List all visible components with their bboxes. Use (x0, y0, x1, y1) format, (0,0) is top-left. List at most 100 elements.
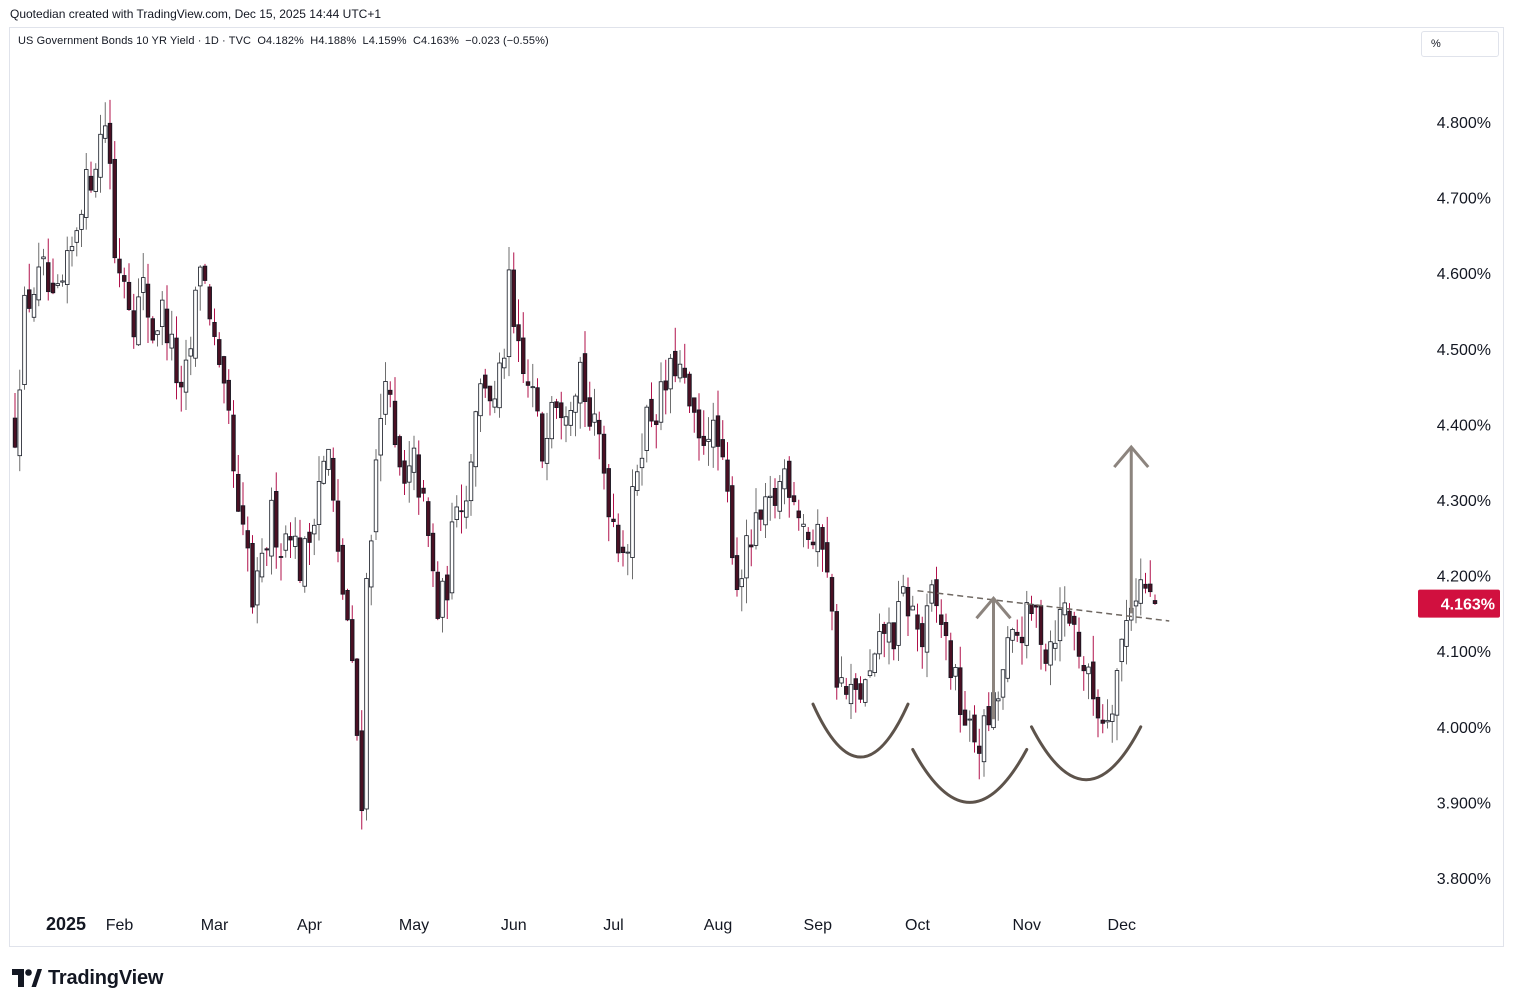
candle (625, 544, 630, 576)
candle-body (924, 605, 930, 653)
candle (473, 410, 478, 487)
candle-body (744, 535, 749, 579)
candle-body (1086, 666, 1091, 675)
candle (1024, 590, 1029, 659)
candle-body (12, 417, 18, 448)
candle (1043, 643, 1048, 672)
candle-body (630, 486, 635, 558)
scale-unit-selector[interactable]: % (1421, 31, 1499, 57)
candle (402, 449, 407, 496)
candle-body (340, 544, 345, 595)
candle (202, 263, 208, 284)
candle (1057, 587, 1063, 662)
candle-body (853, 678, 858, 690)
candle-body (720, 439, 725, 458)
candle (706, 417, 711, 466)
candle-body (730, 485, 735, 559)
candle (483, 368, 488, 398)
candle-body (544, 437, 550, 464)
candle-body (559, 402, 564, 419)
candle (905, 577, 911, 637)
candle-body (459, 510, 464, 513)
candle-body (801, 523, 806, 527)
candle (164, 285, 170, 361)
y-tick-label: 4.500% (1437, 342, 1491, 359)
chart-frame (9, 27, 1504, 947)
candle (601, 425, 607, 490)
candle-body (1000, 669, 1006, 698)
candle (962, 690, 968, 726)
x-tick-label: Mar (201, 917, 229, 934)
candle-body (673, 350, 678, 377)
candle (302, 536, 307, 593)
candle-body (302, 538, 307, 587)
candle (967, 710, 972, 742)
candle-body (307, 531, 312, 543)
candle-body (369, 540, 374, 588)
candle-body (264, 548, 269, 551)
candle (1086, 663, 1091, 700)
candle-body (749, 544, 754, 548)
candle-body (578, 361, 583, 404)
neckline-trendline (917, 589, 1170, 622)
candle-body (17, 389, 22, 457)
candle (658, 362, 664, 431)
candle-body (312, 524, 317, 535)
candle (958, 646, 963, 733)
candle (1152, 594, 1158, 605)
candle-body (1053, 642, 1058, 649)
candle-body (734, 555, 740, 591)
candle (259, 538, 265, 583)
candle (996, 691, 1001, 721)
candle (810, 529, 816, 550)
candle (283, 525, 288, 558)
candle (768, 475, 773, 521)
candle-body (1152, 600, 1158, 604)
candle-body (563, 416, 569, 426)
close-value: 4.163% (421, 35, 459, 47)
candle-body (74, 230, 79, 243)
candle-body (753, 512, 759, 546)
candle (578, 356, 583, 429)
candle (36, 242, 41, 307)
candle-body (283, 533, 288, 551)
candle-body (487, 385, 493, 402)
candle-body (820, 527, 825, 550)
tradingview-logo[interactable]: TradingView (12, 964, 163, 992)
candle (597, 411, 602, 460)
candle-body (825, 542, 830, 573)
candle (896, 580, 901, 661)
candle-body (877, 631, 882, 655)
candle-body (198, 266, 203, 287)
candle-body (1119, 638, 1124, 663)
candle (407, 441, 412, 503)
candle-body (810, 541, 816, 546)
candle-body (639, 457, 645, 469)
candle (12, 393, 18, 449)
candle (701, 410, 706, 455)
candle (141, 253, 146, 311)
candle-body (335, 500, 341, 552)
candle (1148, 560, 1153, 597)
candle (293, 517, 298, 559)
candle-body (50, 282, 56, 294)
candle-body (478, 383, 483, 417)
candle-body (41, 256, 46, 260)
candle (340, 538, 345, 600)
open-label: O (257, 35, 267, 47)
candle (107, 99, 113, 190)
candle (687, 371, 692, 413)
candle-body (445, 574, 450, 601)
candle-body (179, 381, 184, 388)
low-label: L (362, 35, 369, 47)
candle-body (1062, 602, 1067, 616)
candle (193, 286, 198, 367)
candle (839, 656, 844, 687)
candle-body (98, 133, 103, 178)
candle (649, 382, 654, 428)
candle-body (103, 125, 108, 139)
candle-body (411, 447, 417, 473)
candle-body (136, 296, 141, 346)
candle (568, 401, 573, 437)
